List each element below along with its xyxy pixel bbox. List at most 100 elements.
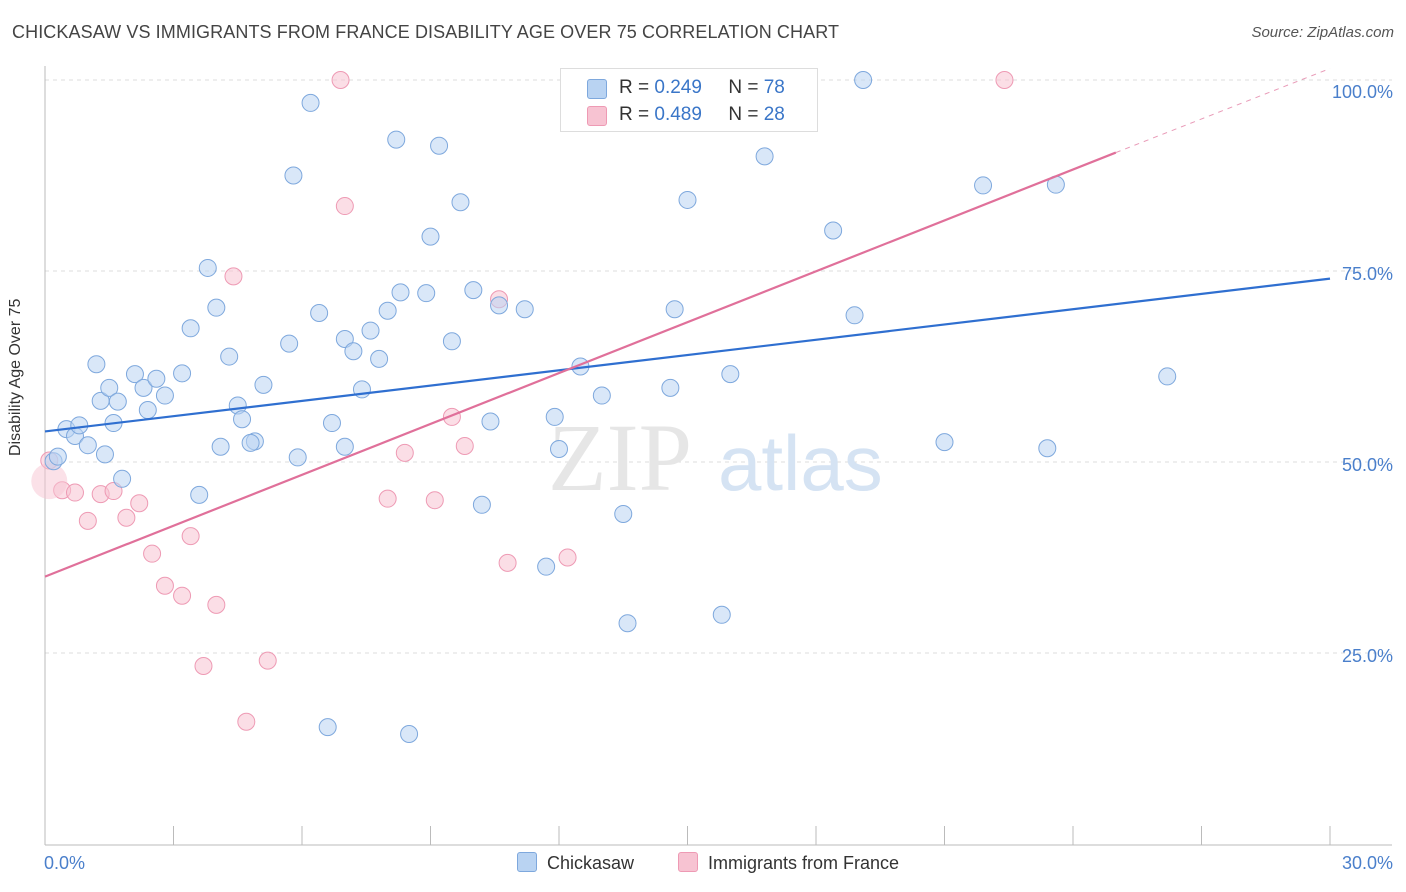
point-chickasaw xyxy=(712,605,731,624)
point-immigrants-from-france xyxy=(181,527,200,546)
x-tick-label: 30.0% xyxy=(1342,853,1393,873)
point-immigrants-from-france xyxy=(143,544,162,563)
legend-r-label-2: R = xyxy=(619,104,650,125)
point-chickasaw xyxy=(417,284,436,303)
point-chickasaw xyxy=(100,378,119,397)
trend-line-immigrants-from-france xyxy=(44,151,1117,578)
point-chickasaw xyxy=(661,378,680,397)
point-chickasaw xyxy=(335,437,354,456)
point-immigrants-from-france xyxy=(194,656,213,675)
point-chickasaw xyxy=(845,306,864,325)
point-chickasaw xyxy=(370,349,389,368)
point-chickasaw xyxy=(391,283,410,302)
point-chickasaw xyxy=(618,614,637,633)
legend: R = 0.249 N = 78 R = 0.489 N = 28 xyxy=(560,68,818,132)
legend-n-value-2: 28 xyxy=(763,104,785,125)
legend-swatch-france xyxy=(587,106,607,126)
legend-r-value-2: 0.489 xyxy=(654,104,702,125)
point-chickasaw xyxy=(344,342,363,361)
point-immigrants-from-france xyxy=(104,482,123,501)
point-immigrants-from-france xyxy=(117,508,136,527)
point-chickasaw xyxy=(87,355,106,374)
point-chickasaw xyxy=(147,369,166,388)
point-chickasaw xyxy=(387,130,406,149)
point-chickasaw xyxy=(400,724,419,743)
point-chickasaw xyxy=(181,319,200,338)
trend-line-extension-immigrants-from-france xyxy=(1115,68,1331,154)
point-chickasaw xyxy=(284,166,303,185)
watermark-zip: ZIP xyxy=(548,404,692,511)
point-immigrants-from-france xyxy=(498,553,517,572)
point-chickasaw xyxy=(173,364,192,383)
legend-n-label-2: N = xyxy=(728,104,759,125)
point-chickasaw xyxy=(280,334,299,353)
y-tick-label: 50.0% xyxy=(1342,455,1393,475)
legend-n-label-1: N = xyxy=(728,77,759,98)
point-immigrants-from-france xyxy=(455,436,474,455)
point-chickasaw xyxy=(301,93,320,112)
point-chickasaw xyxy=(95,445,114,464)
point-chickasaw xyxy=(220,347,239,366)
point-chickasaw xyxy=(472,495,491,514)
point-immigrants-from-france xyxy=(224,267,243,286)
point-immigrants-from-france xyxy=(378,489,397,508)
point-chickasaw xyxy=(545,407,564,426)
point-chickasaw xyxy=(614,504,633,523)
point-chickasaw xyxy=(241,433,260,452)
point-immigrants-from-france xyxy=(207,595,226,614)
point-chickasaw xyxy=(442,332,461,351)
point-immigrants-from-france xyxy=(237,712,256,731)
point-chickasaw xyxy=(665,300,684,319)
point-chickasaw xyxy=(378,301,397,320)
point-chickasaw xyxy=(974,176,993,195)
bottom-legend-france: Immigrants from France xyxy=(678,852,899,874)
watermark: ZIP atlas xyxy=(548,404,883,511)
point-immigrants-from-france xyxy=(65,483,84,502)
y-tick-label: 25.0% xyxy=(1342,646,1393,666)
point-immigrants-from-france-large xyxy=(31,463,68,500)
legend-r-value-1: 0.249 xyxy=(654,77,702,98)
point-chickasaw xyxy=(190,485,209,504)
point-chickasaw xyxy=(515,300,534,319)
point-chickasaw xyxy=(421,227,440,246)
point-immigrants-from-france xyxy=(335,197,354,216)
series-immigrants-from-france xyxy=(31,71,1014,731)
point-immigrants-from-france xyxy=(78,511,97,530)
point-immigrants-from-france xyxy=(155,576,174,595)
point-chickasaw xyxy=(537,557,556,576)
legend-n-value-1: 78 xyxy=(763,77,785,98)
point-chickasaw xyxy=(824,221,843,240)
x-tick-label: 0.0% xyxy=(44,853,85,873)
watermark-atlas: atlas xyxy=(718,419,883,507)
point-immigrants-from-france xyxy=(995,71,1014,89)
y-axis-label: Disability Age Over 75 xyxy=(7,298,24,456)
point-chickasaw xyxy=(125,365,144,384)
legend-swatch-chickasaw xyxy=(587,79,607,99)
bottom-legend-swatch-france xyxy=(678,852,698,872)
point-chickasaw xyxy=(1158,367,1177,386)
point-chickasaw xyxy=(464,281,483,300)
point-chickasaw xyxy=(134,378,153,397)
bottom-legend-label-chickasaw: Chickasaw xyxy=(547,853,635,873)
point-chickasaw xyxy=(113,469,132,488)
point-chickasaw xyxy=(254,375,273,394)
point-chickasaw xyxy=(854,71,873,89)
bottom-legend-label-france: Immigrants from France xyxy=(708,853,900,873)
point-immigrants-from-france xyxy=(395,443,414,462)
point-chickasaw xyxy=(335,329,354,348)
point-immigrants-from-france xyxy=(130,494,149,513)
point-chickasaw xyxy=(198,258,217,277)
point-chickasaw xyxy=(935,433,954,452)
point-chickasaw xyxy=(207,298,226,317)
point-chickasaw xyxy=(755,147,774,166)
trend-lines xyxy=(44,68,1331,578)
point-immigrants-from-france xyxy=(173,586,192,605)
legend-r-label-1: R = xyxy=(619,77,650,98)
point-chickasaw xyxy=(310,304,329,323)
point-chickasaw xyxy=(481,412,500,431)
point-immigrants-from-france xyxy=(258,651,277,670)
point-chickasaw xyxy=(678,190,697,209)
source-label: Source: ZipAtlas.com xyxy=(1251,24,1394,41)
trend-line-chickasaw xyxy=(44,277,1331,433)
